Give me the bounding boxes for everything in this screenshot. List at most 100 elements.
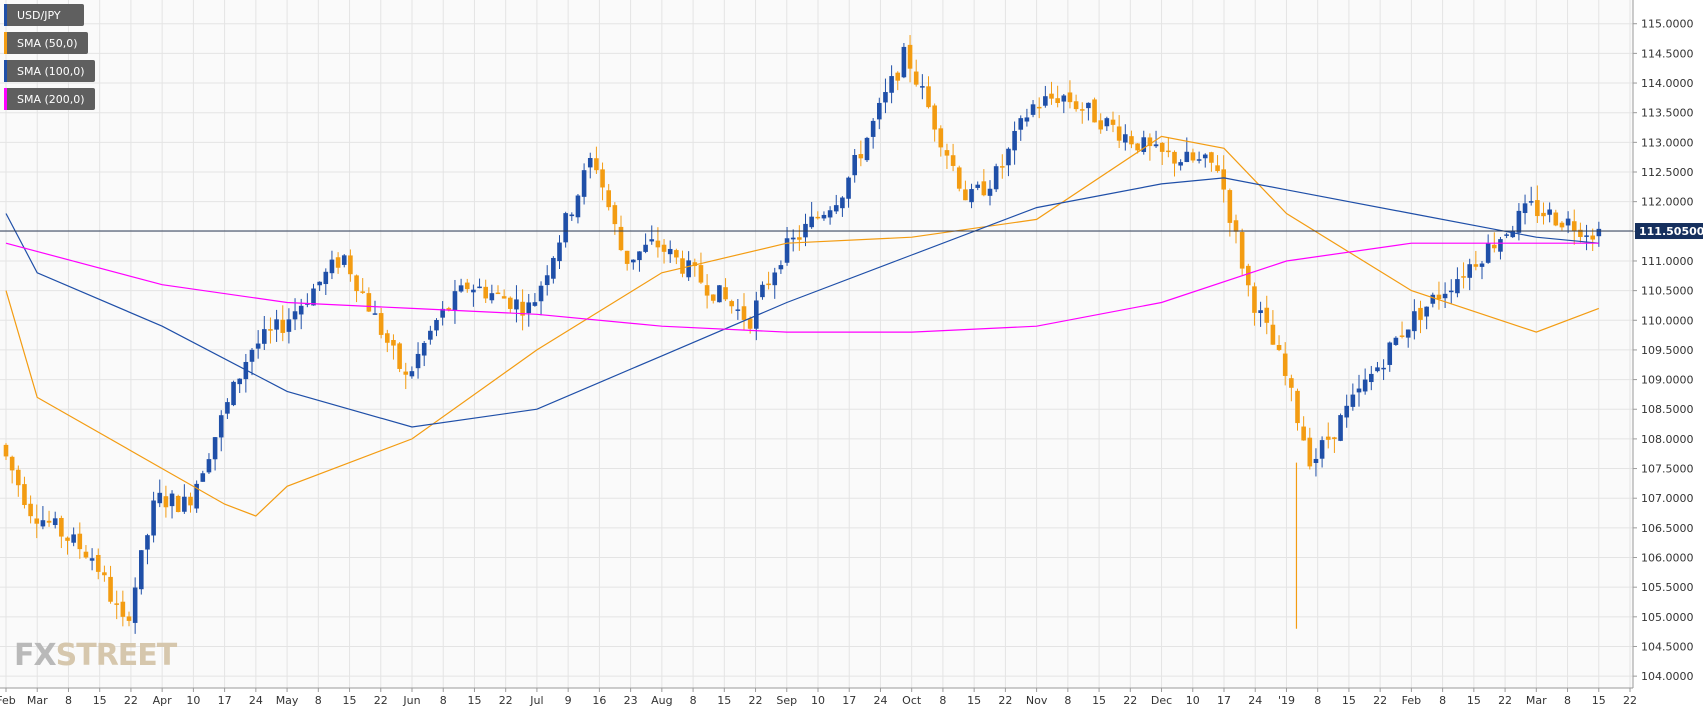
candle-body: [1147, 137, 1153, 147]
candle-body: [1584, 235, 1589, 237]
candle-body: [1123, 134, 1128, 143]
x-tick-label: 22: [1123, 694, 1137, 707]
candle-body: [458, 285, 464, 292]
candle-body: [446, 308, 452, 310]
candle-body: [1535, 200, 1540, 217]
candle-body: [1590, 235, 1595, 240]
candle-body: [1209, 152, 1214, 163]
y-tick-label: 111.0000: [1641, 255, 1694, 268]
candle-body: [1553, 212, 1559, 226]
candle-body: [397, 343, 402, 369]
candle-body: [317, 281, 322, 286]
x-tick-label: '19: [1278, 694, 1295, 707]
candle-body: [581, 170, 587, 197]
candle-body: [969, 189, 974, 203]
x-tick-label: Nov: [1026, 694, 1048, 707]
candle-body: [809, 216, 814, 228]
candle-body: [1079, 109, 1085, 111]
candle-body: [169, 493, 175, 507]
candle-body: [28, 503, 33, 517]
y-tick-label: 109.0000: [1641, 374, 1694, 387]
candle-body: [993, 166, 999, 190]
candle-body: [237, 378, 242, 385]
candle-body: [1086, 102, 1091, 109]
candle-body: [1369, 373, 1374, 383]
x-tick-label: 10: [186, 694, 200, 707]
candle-body: [114, 603, 119, 605]
candle-body: [913, 71, 919, 85]
candle-body: [710, 294, 716, 301]
candle-body: [729, 301, 734, 307]
x-tick-label: 15: [467, 694, 481, 707]
candle-body: [520, 301, 525, 316]
candle-body: [692, 262, 698, 267]
candle-body: [987, 188, 993, 196]
candle-body: [1252, 286, 1257, 313]
candle-body: [323, 271, 329, 285]
candle-body: [741, 306, 747, 320]
candle-body: [963, 189, 968, 201]
candle-body: [40, 520, 46, 527]
candle-body: [1301, 426, 1306, 441]
x-tick-label: Apr: [153, 694, 173, 707]
x-tick-label: 8: [315, 694, 322, 707]
y-tick-label: 113.0000: [1641, 136, 1694, 149]
candle-body: [723, 287, 728, 300]
candle-body: [821, 214, 827, 219]
candle-body: [655, 240, 661, 248]
candle-body: [569, 214, 575, 217]
candle-body: [1116, 126, 1122, 141]
candle-body: [298, 305, 304, 315]
candle-body: [311, 288, 316, 306]
x-tick-label: May: [276, 694, 299, 707]
x-tick-label: 10: [1186, 694, 1200, 707]
candle-body: [649, 239, 655, 242]
legend-item-sma100[interactable]: SMA (100,0): [4, 60, 95, 82]
x-tick-label: 15: [1092, 694, 1106, 707]
x-tick-label: 10: [811, 694, 825, 707]
legend-item-sma200[interactable]: SMA (200,0): [4, 88, 95, 110]
candle-body: [428, 330, 433, 340]
candle-body: [1485, 243, 1491, 263]
candle-body: [71, 534, 76, 543]
candle-body: [175, 495, 181, 513]
x-tick-label: 8: [1064, 694, 1071, 707]
candle-body: [378, 313, 384, 335]
candle-body: [1270, 324, 1276, 345]
legend-item-usdjpy[interactable]: USD/JPY: [4, 4, 84, 26]
candle-body: [1522, 203, 1528, 214]
candle-body: [1067, 92, 1073, 103]
candle-body: [262, 329, 267, 344]
candle-body: [778, 265, 784, 270]
candle-body: [1547, 209, 1552, 215]
legend-swatch-sma100: [4, 60, 7, 82]
candle-body: [1166, 150, 1171, 153]
candle-body: [1338, 415, 1343, 441]
candle-body: [815, 216, 821, 219]
candle-body: [354, 275, 359, 292]
candle-body: [661, 244, 667, 252]
candle-body: [508, 297, 513, 309]
x-tick-label: 15: [717, 694, 731, 707]
candle-body: [1565, 218, 1571, 226]
x-tick-label: Mar: [27, 694, 48, 707]
x-tick-label: Sep: [776, 694, 797, 707]
legend-item-sma50[interactable]: SMA (50,0): [4, 32, 88, 54]
candle-body: [1036, 106, 1042, 109]
x-tick-label: 8: [1564, 694, 1571, 707]
candle-body: [944, 150, 950, 156]
candle-body: [680, 258, 685, 274]
candle-body: [348, 255, 353, 275]
x-tick-label: 24: [873, 694, 887, 707]
candle-body: [1424, 306, 1429, 317]
candle-body: [1190, 152, 1196, 161]
candle-body: [1332, 437, 1337, 440]
candle-body: [1479, 263, 1485, 267]
candle-body: [514, 299, 519, 310]
candle-body: [329, 259, 335, 274]
x-tick-label: 22: [1498, 694, 1512, 707]
candle-body: [1448, 290, 1454, 293]
candle-body: [1399, 335, 1405, 337]
candle-body: [1172, 151, 1177, 164]
